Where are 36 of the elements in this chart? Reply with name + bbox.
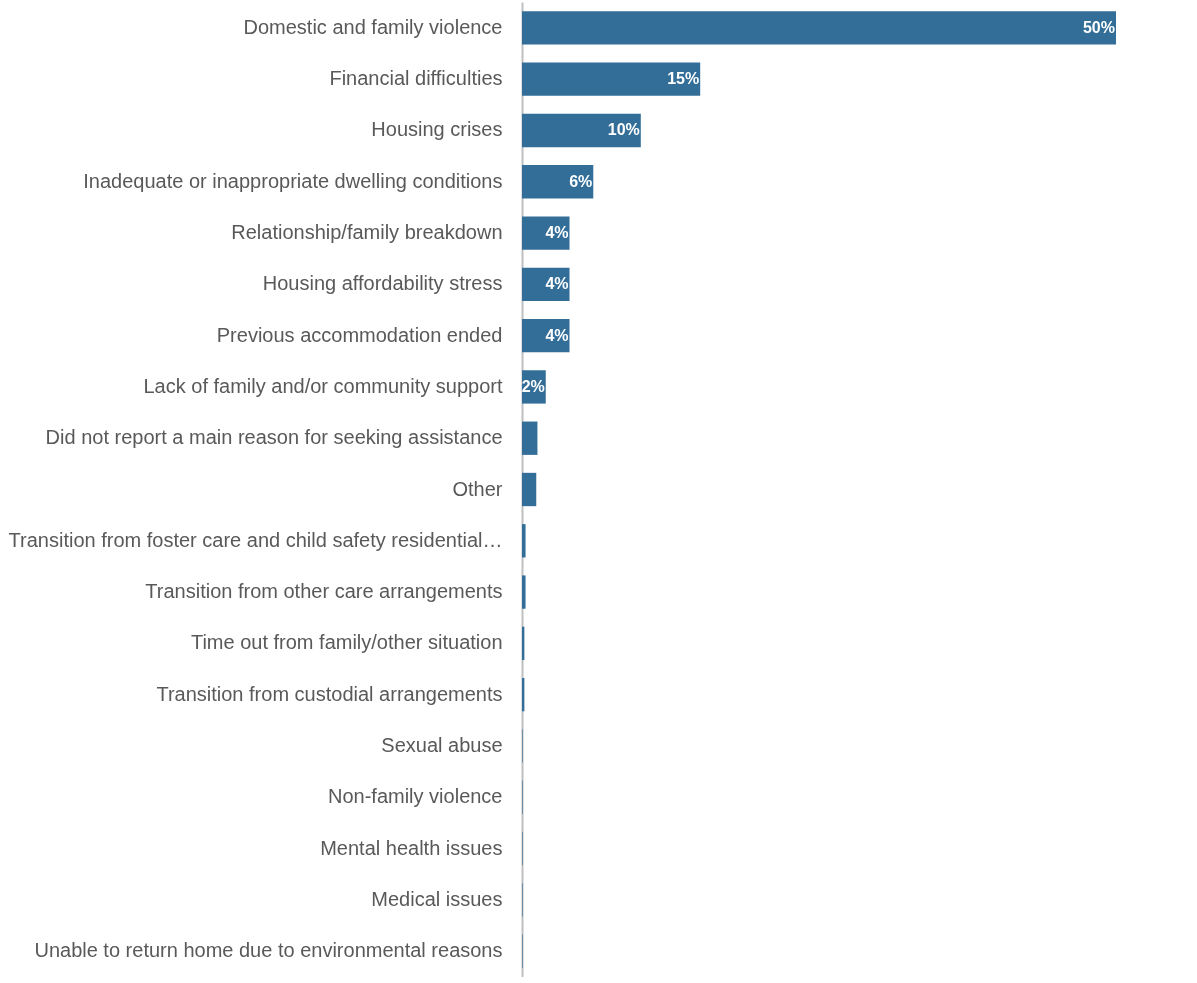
y-tick-label: Mental health issues <box>320 836 503 859</box>
bar <box>522 113 641 148</box>
y-tick-label: Medical issues <box>371 887 503 910</box>
y-tick-label: Transition from other care arrangements <box>145 580 503 603</box>
data-label: 6% <box>569 172 593 190</box>
bar <box>522 421 538 455</box>
data-label: 50% <box>1082 18 1115 36</box>
data-label: 4% <box>545 224 569 242</box>
data-label: 4% <box>545 275 569 293</box>
data-label: 2% <box>521 377 545 395</box>
y-tick-label: Unable to return home due to environmental reasons <box>34 939 503 962</box>
bar <box>522 165 594 199</box>
bar <box>522 472 537 507</box>
y-tick-label: Lack of family and/or community support <box>143 374 503 397</box>
y-tick-label: Non-family violence <box>327 785 503 808</box>
data-label: 15% <box>667 70 700 88</box>
y-tick-label: Inadequate or inappropriate dwelling conditions <box>83 169 503 192</box>
y-tick-label: Financial difficulties <box>329 67 503 90</box>
bar <box>522 11 1116 45</box>
bar <box>522 575 526 609</box>
y-tick-label: Relationship/family breakdown <box>231 221 503 244</box>
y-tick-label: Other <box>452 477 503 500</box>
y-tick-label: Previous accommodation ended <box>216 323 503 346</box>
bar <box>522 62 701 96</box>
data-label: 10% <box>607 121 640 139</box>
y-tick-label: Did not report a main reason for seeking assistance <box>45 426 503 449</box>
y-tick-label: Housing crises <box>371 118 503 141</box>
y-tick-label: Domestic and family violence <box>243 15 503 38</box>
bar <box>522 216 570 250</box>
y-tick-label: Housing affordability stress <box>262 272 503 295</box>
data-label: 4% <box>545 326 569 344</box>
y-tick-label: Time out from family/other situation <box>190 631 503 654</box>
y-tick-label: Transition from foster care and child safety residential… <box>8 528 503 551</box>
bar <box>522 524 526 558</box>
y-tick-label: Sexual abuse <box>381 733 503 756</box>
y-tick-label: Transition from custodial arrangements <box>156 682 503 705</box>
